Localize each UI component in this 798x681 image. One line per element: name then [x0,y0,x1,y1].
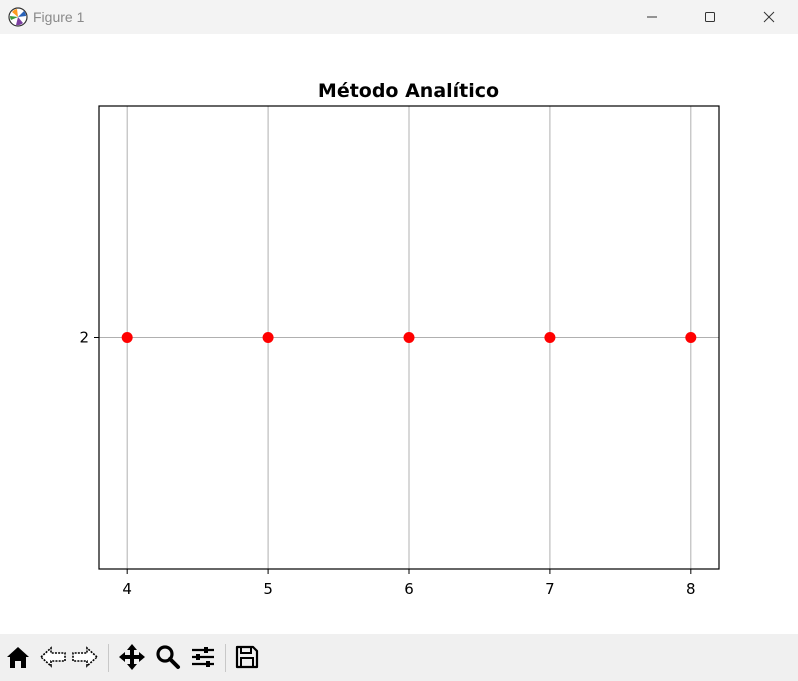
back-button[interactable] [38,642,68,672]
x-tick-label: 5 [263,580,273,598]
window-title: Figure 1 [33,9,85,25]
minimize-icon [647,16,657,18]
matplotlib-app-icon [8,7,28,27]
title-bar[interactable]: Figure 1 [0,0,798,34]
x-tick-label: 8 [686,580,696,598]
close-icon [763,11,775,23]
y-tick-label: 2 [79,329,89,347]
home-icon [7,647,29,668]
forward-arrow-icon [72,646,99,668]
close-button[interactable] [746,0,792,34]
home-button[interactable] [3,642,33,672]
forward-button[interactable] [70,642,100,672]
zoom-button[interactable] [153,642,183,672]
x-tick-label: 7 [545,580,555,598]
back-arrow-icon [39,646,66,668]
toolbar-separator [108,644,109,672]
save-icon [235,645,259,669]
toolbar-separator [225,644,226,672]
maximize-button[interactable] [687,0,733,34]
pan-button[interactable] [117,642,147,672]
move-icon [119,644,145,670]
figure-canvas[interactable]: Método Analítico 4 5 6 7 8 2 [0,34,798,634]
save-button[interactable] [232,642,262,672]
sliders-icon [192,647,214,667]
x-tick-label: 6 [404,580,414,598]
chart-title: Método Analítico [318,80,499,102]
maximize-icon [705,12,715,22]
data-point [685,332,697,343]
x-tick-label: 4 [122,580,132,598]
data-point [121,332,133,343]
data-point [544,332,556,343]
configure-subplots-button[interactable] [188,642,218,672]
data-point [262,332,274,343]
chart[interactable]: Método Analítico 4 5 6 7 8 2 [0,34,798,634]
zoom-icon [156,645,180,669]
navigation-toolbar [0,634,798,681]
data-point [403,332,415,343]
minimize-button[interactable] [629,0,675,34]
